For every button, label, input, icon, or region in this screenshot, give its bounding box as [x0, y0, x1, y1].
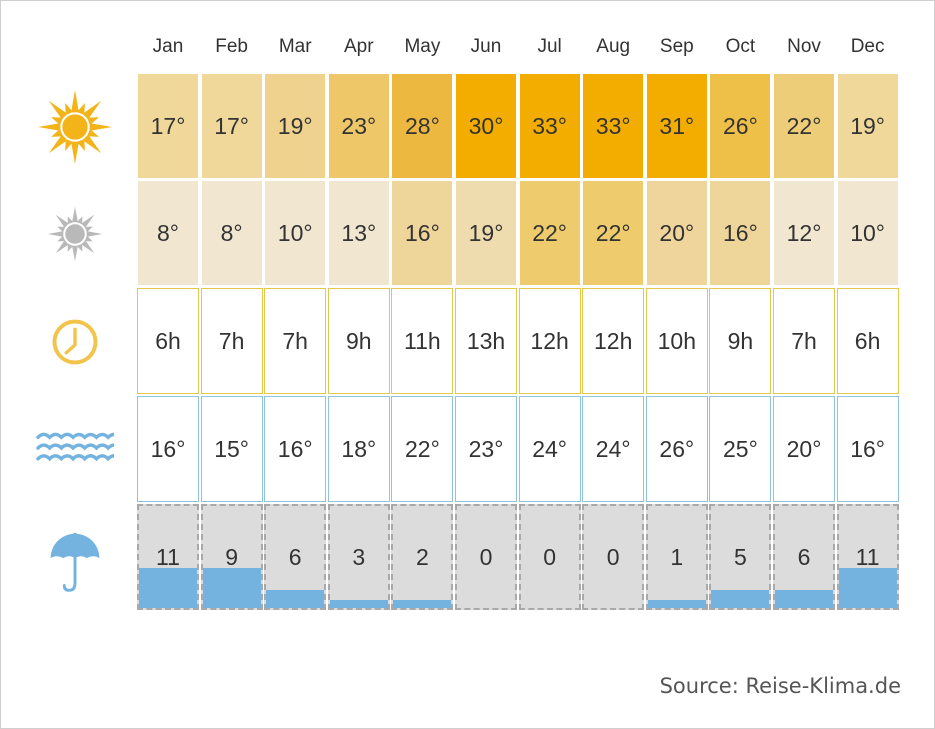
- sunshine-hours-cell: 9h: [709, 288, 772, 394]
- rainy-days-value: 6: [797, 544, 811, 570]
- night-sun-icon: [47, 206, 103, 262]
- month-label: May: [404, 36, 441, 57]
- rainy-days-cell: 6: [773, 504, 835, 610]
- day-temp-cell: 17°: [137, 73, 199, 179]
- rainy-days-cell: 1: [645, 504, 708, 610]
- rainy-days-value: 5: [733, 544, 747, 570]
- rainy-days-bar: [647, 599, 706, 608]
- day-temp-cell: 19°: [264, 73, 327, 179]
- night-temp-cell: 13°: [327, 180, 390, 286]
- month-label: Feb: [215, 36, 248, 57]
- month-label: Apr: [344, 36, 374, 57]
- sunshine-hours-cell: 12h: [582, 288, 645, 394]
- rainy-days-cell: 0: [582, 504, 645, 610]
- sunshine-hours-cell: 7h: [773, 288, 835, 394]
- rainy-days-bar: [775, 589, 833, 608]
- water-temp-cell: 15°: [200, 396, 263, 502]
- sunshine-hours-cell: 6h: [836, 288, 899, 394]
- rainy-days-value: 2: [415, 544, 429, 570]
- sunshine-hours-cell: 7h: [264, 288, 327, 394]
- month-label: Sep: [659, 36, 694, 57]
- day-temp-cell: 17°: [200, 73, 263, 179]
- rainy-days-cell: 0: [518, 504, 581, 610]
- day-temp-cell: 31°: [645, 73, 708, 179]
- night-temp-cell: 10°: [264, 180, 327, 286]
- day-temp-cell: 22°: [773, 73, 835, 179]
- day-temp-cell: 30°: [455, 73, 517, 179]
- month-label: Oct: [725, 36, 756, 57]
- month-label: Mar: [278, 36, 312, 57]
- night-temp-cell: 16°: [709, 180, 772, 286]
- rainy-days-bar: [838, 568, 897, 608]
- sunshine-hours-cell: 12h: [518, 288, 581, 394]
- rainy-days-cell: 6: [264, 504, 327, 610]
- sunshine-hours-cell: 13h: [455, 288, 517, 394]
- rainy-days-value: 0: [543, 544, 556, 570]
- rainy-days-value: 1: [670, 544, 684, 570]
- rainy-days-bar: [266, 589, 325, 608]
- water-temp-cell: 24°: [582, 396, 645, 502]
- water-temp-cell: 16°: [137, 396, 199, 502]
- month-label: Nov: [787, 36, 821, 57]
- rainy-days-bar: [329, 599, 388, 608]
- clock-icon: [52, 319, 98, 365]
- rainy-days-bar: [393, 599, 452, 608]
- rainy-days-value: 0: [479, 544, 493, 570]
- water-temp-cell: 16°: [264, 396, 327, 502]
- rainy-days-cell: 0: [455, 504, 517, 610]
- rainy-days-value: 9: [225, 544, 238, 570]
- month-label: Jan: [152, 36, 184, 57]
- night-temp-cell: 8°: [137, 180, 199, 286]
- umbrella-icon: [50, 532, 100, 592]
- night-temp-cell: 16°: [391, 180, 454, 286]
- night-temp-cell: 20°: [645, 180, 708, 286]
- night-temp-cell: 10°: [836, 180, 899, 286]
- day-temp-cell: 26°: [709, 73, 772, 179]
- month-label: Jul: [537, 36, 562, 57]
- sunshine-hours-cell: 6h: [137, 288, 199, 394]
- rainy-days-value: 6: [288, 544, 302, 570]
- sunshine-hours-cell: 10h: [645, 288, 708, 394]
- water-temp-cell: 26°: [645, 396, 708, 502]
- month-label: Dec: [850, 36, 885, 57]
- rainy-days-bar: [202, 568, 261, 608]
- water-temp-cell: 25°: [709, 396, 772, 502]
- rainy-days-value: 11: [156, 544, 180, 570]
- sunshine-hours-cell: 11h: [391, 288, 454, 394]
- rainy-days-cell: 11: [137, 504, 199, 610]
- rainy-days-value: 3: [352, 544, 366, 570]
- night-temp-cell: 22°: [518, 180, 581, 286]
- rainy-days-bar: [139, 568, 197, 608]
- night-temp-cell: 8°: [200, 180, 263, 286]
- water-temp-cell: 16°: [836, 396, 899, 502]
- night-temp-cell: 22°: [582, 180, 645, 286]
- night-temp-cell: 19°: [455, 180, 517, 286]
- water-temp-cell: 18°: [327, 396, 390, 502]
- water-temp-cell: 22°: [391, 396, 454, 502]
- water-temp-cell: 20°: [773, 396, 835, 502]
- rainy-days-cell: 9: [200, 504, 263, 610]
- rainy-days-cell: 2: [391, 504, 454, 610]
- night-temp-cell: 12°: [773, 180, 835, 286]
- waves-icon: [36, 432, 114, 462]
- source-credit: Source: Reise-Klima.de: [659, 674, 901, 698]
- rainy-days-value: 0: [606, 544, 620, 570]
- day-temp-cell: 33°: [518, 73, 581, 179]
- water-temp-cell: 23°: [455, 396, 517, 502]
- day-temp-cell: 23°: [327, 73, 390, 179]
- month-label: Jun: [470, 36, 502, 57]
- rainy-days-bar: [711, 589, 770, 608]
- rainy-days-cell: 5: [709, 504, 772, 610]
- sunshine-hours-cell: 9h: [327, 288, 390, 394]
- day-temp-cell: 28°: [391, 73, 454, 179]
- rainy-days-cell: 3: [327, 504, 390, 610]
- rainy-days-cell: 11: [836, 504, 899, 610]
- sun-icon: [37, 89, 113, 165]
- day-temp-cell: 19°: [836, 73, 899, 179]
- rainy-days-value: 11: [855, 544, 880, 570]
- month-label: Aug: [596, 36, 631, 57]
- water-temp-cell: 24°: [518, 396, 581, 502]
- sunshine-hours-cell: 7h: [200, 288, 263, 394]
- day-temp-cell: 33°: [582, 73, 645, 179]
